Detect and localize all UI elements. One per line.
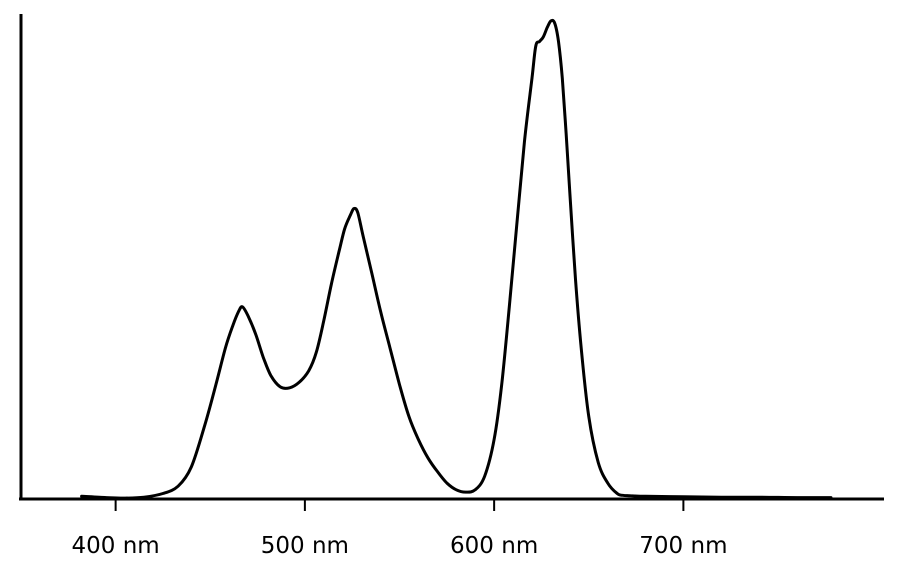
spectrum-series-line <box>80 18 833 500</box>
plot-series <box>80 18 833 500</box>
x-tick-label: 600 nm <box>450 533 538 559</box>
x-tick-label: 700 nm <box>639 533 727 559</box>
x-tick-label: 500 nm <box>261 533 349 559</box>
x-ticks: 400 nm 500 nm 600 nm 700 nm <box>72 499 727 559</box>
axes <box>19 14 884 501</box>
x-tick-label: 400 nm <box>72 533 160 559</box>
